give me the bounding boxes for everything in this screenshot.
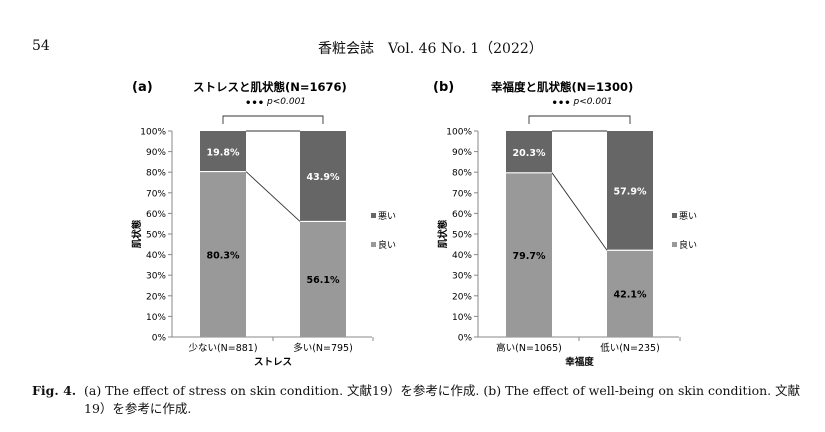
legend-label: 良い (378, 239, 396, 251)
x-axis-label: 幸福度 (565, 356, 594, 368)
data-label-bad: 57.9% (614, 187, 647, 198)
bar-good (506, 172, 552, 337)
x-tick-label: 多い(N=795) (293, 342, 353, 354)
data-label-bad: 43.9% (307, 172, 340, 183)
y-tick-label: 60% (146, 210, 166, 220)
chart-panel-b: (b) 幸福度と肌状態(N=1300) 0% 10% 20% 30% 40% 50% 60% 70… (433, 80, 697, 368)
y-tick-label: 30% (452, 272, 472, 282)
y-tick-label: 10% (452, 313, 472, 323)
bar-bad (300, 131, 346, 222)
bar-good (607, 250, 653, 337)
y-tick-label: 80% (452, 169, 472, 179)
connector-good (551, 172, 608, 251)
significance-bracket (528, 115, 631, 124)
y-tick-label: 10% (146, 313, 166, 323)
page-header: 54 香粧会誌 Vol. 46 No. 1（2022） (0, 0, 825, 60)
legend-swatch (672, 213, 677, 218)
y-tick-label: 70% (146, 189, 166, 199)
p-value: p<0.001 (573, 97, 613, 107)
p-value: p<0.001 (266, 97, 306, 107)
caption-label: Fig. 4. (32, 383, 77, 398)
bar-good (300, 221, 346, 337)
y-tick-label: 80% (146, 169, 166, 179)
y-tick-label: 60% (452, 210, 472, 220)
significance-marker: ••• (552, 98, 571, 109)
y-tick-label: 20% (452, 292, 472, 302)
bar-bad (200, 131, 246, 172)
chart-panel-a: (a) ストレスと肌状態(N=1676) 0% 10% 20% 30% 40% 50% 60% 7… (131, 80, 396, 368)
page-number: 54 (32, 38, 50, 54)
panel-label: (a) (132, 80, 153, 95)
y-tick-label: 0% (458, 334, 473, 344)
y-tick-label: 30% (146, 272, 166, 282)
figure-caption: Fig. 4. (a) The effect of stress on skin… (32, 382, 802, 418)
data-label-good: 80.3% (207, 250, 240, 261)
data-label-good: 56.1% (307, 275, 340, 286)
y-tick-label: 100% (140, 128, 166, 138)
y-tick-label: 70% (452, 189, 472, 199)
chart-title: ストレスと肌状態(N=1676) (193, 80, 347, 94)
y-axis-label: 肌状態 (437, 219, 449, 249)
significance-bracket (222, 115, 324, 124)
data-label-good: 42.1% (614, 290, 647, 301)
data-label-bad: 20.3% (513, 148, 546, 159)
journal-header: 香粧会誌 Vol. 46 No. 1（2022） (318, 41, 543, 57)
legend-swatch (371, 213, 376, 218)
x-tick-label: 高い(N=1065) (496, 342, 562, 354)
y-tick-label: 100% (446, 128, 472, 138)
chart-title: 幸福度と肌状態(N=1300) (491, 80, 633, 94)
caption-text: (a) The effect of stress on skin conditi… (84, 383, 801, 416)
legend-label: 悪い (679, 211, 697, 222)
connector-good (245, 171, 301, 222)
figure-4: (a) ストレスと肌状態(N=1676) 0% 10% 20% 30% 40% 50% 60% 7… (131, 80, 697, 368)
legend-swatch (371, 242, 376, 247)
bar-bad (506, 131, 552, 173)
legend-label: 良い (679, 239, 697, 251)
x-tick-label: 低い(N=235) (600, 342, 660, 354)
significance-marker: ••• (245, 98, 264, 109)
x-tick-label: 少ない(N=881) (188, 343, 257, 354)
panel-label: (b) (433, 80, 454, 95)
data-label-bad: 19.8% (207, 147, 240, 158)
x-axis-label: ストレス (254, 357, 292, 368)
legend-label: 悪い (378, 211, 396, 222)
data-label-good: 79.7% (513, 251, 546, 262)
y-tick-label: 50% (146, 231, 166, 241)
y-tick-label: 40% (146, 251, 166, 261)
legend-swatch (672, 242, 677, 247)
y-tick-label: 50% (452, 231, 472, 241)
y-tick-label: 90% (452, 148, 472, 158)
y-tick-label: 20% (146, 292, 166, 302)
bar-good (200, 171, 246, 337)
y-axis-label: 肌状態 (131, 219, 143, 249)
bar-bad (607, 131, 653, 251)
y-tick-label: 40% (452, 251, 472, 261)
y-tick-label: 0% (152, 334, 167, 344)
y-tick-label: 90% (146, 148, 166, 158)
